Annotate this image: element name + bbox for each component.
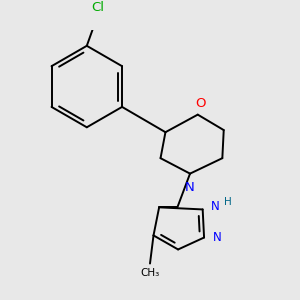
Text: N: N	[185, 181, 195, 194]
Text: N: N	[211, 200, 220, 213]
Text: H: H	[224, 197, 232, 207]
Text: CH₃: CH₃	[140, 268, 160, 278]
Text: O: O	[195, 98, 206, 110]
Text: N: N	[212, 231, 221, 244]
Text: Cl: Cl	[91, 1, 104, 13]
